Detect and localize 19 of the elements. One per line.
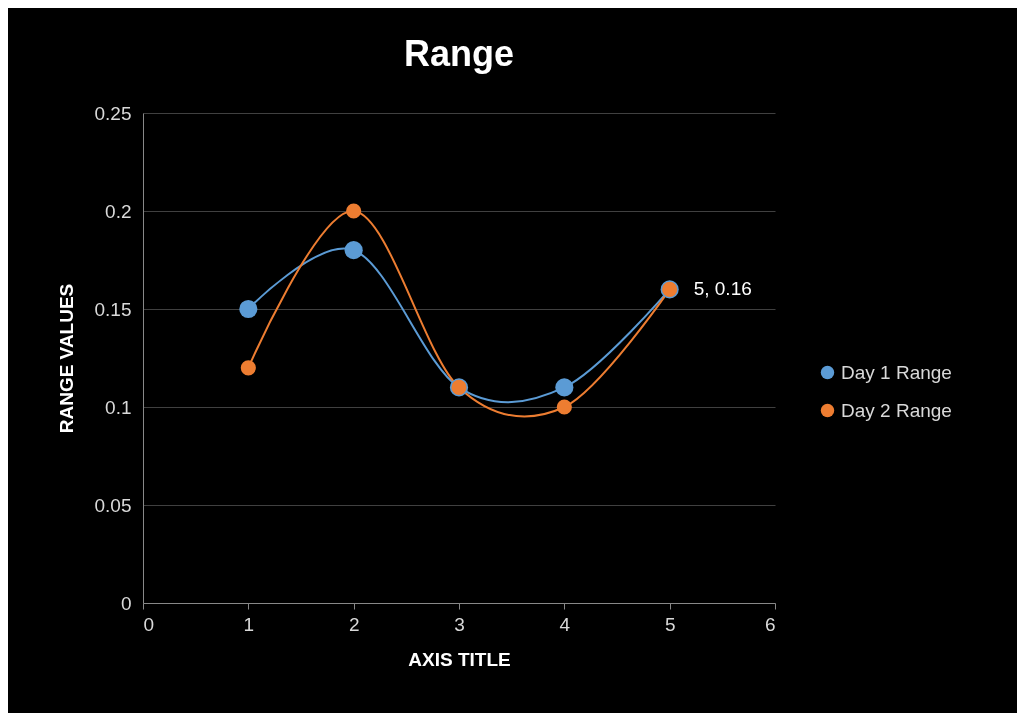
annotation: 5, 0.16 bbox=[693, 278, 752, 300]
y-axis-title: RANGE VALUES bbox=[55, 283, 77, 434]
x-axis-title: AXIS TITLE bbox=[408, 648, 511, 670]
legend-label: Day 2 Range bbox=[841, 399, 952, 421]
x-tick-label: 4 bbox=[559, 613, 571, 635]
y-tick-label: 0 bbox=[120, 592, 132, 614]
y-tick-label: 0.1 bbox=[105, 396, 132, 418]
x-tick-label: 6 bbox=[764, 613, 776, 635]
y-tick-label: 0.05 bbox=[94, 494, 132, 516]
x-tick-label: 3 bbox=[454, 613, 465, 635]
x-tick-label: 5 bbox=[664, 613, 676, 635]
x-tick-label: 2 bbox=[348, 613, 360, 635]
x-tick-label: 0 bbox=[143, 613, 155, 635]
y-tick-label: 0.2 bbox=[105, 200, 132, 222]
chart-title: Range bbox=[403, 33, 515, 74]
y-tick-label: 0.15 bbox=[94, 298, 132, 320]
legend-label: Day 1 Range bbox=[841, 361, 952, 383]
x-tick-label: 1 bbox=[243, 613, 255, 635]
y-tick-label: 0.25 bbox=[94, 102, 132, 124]
